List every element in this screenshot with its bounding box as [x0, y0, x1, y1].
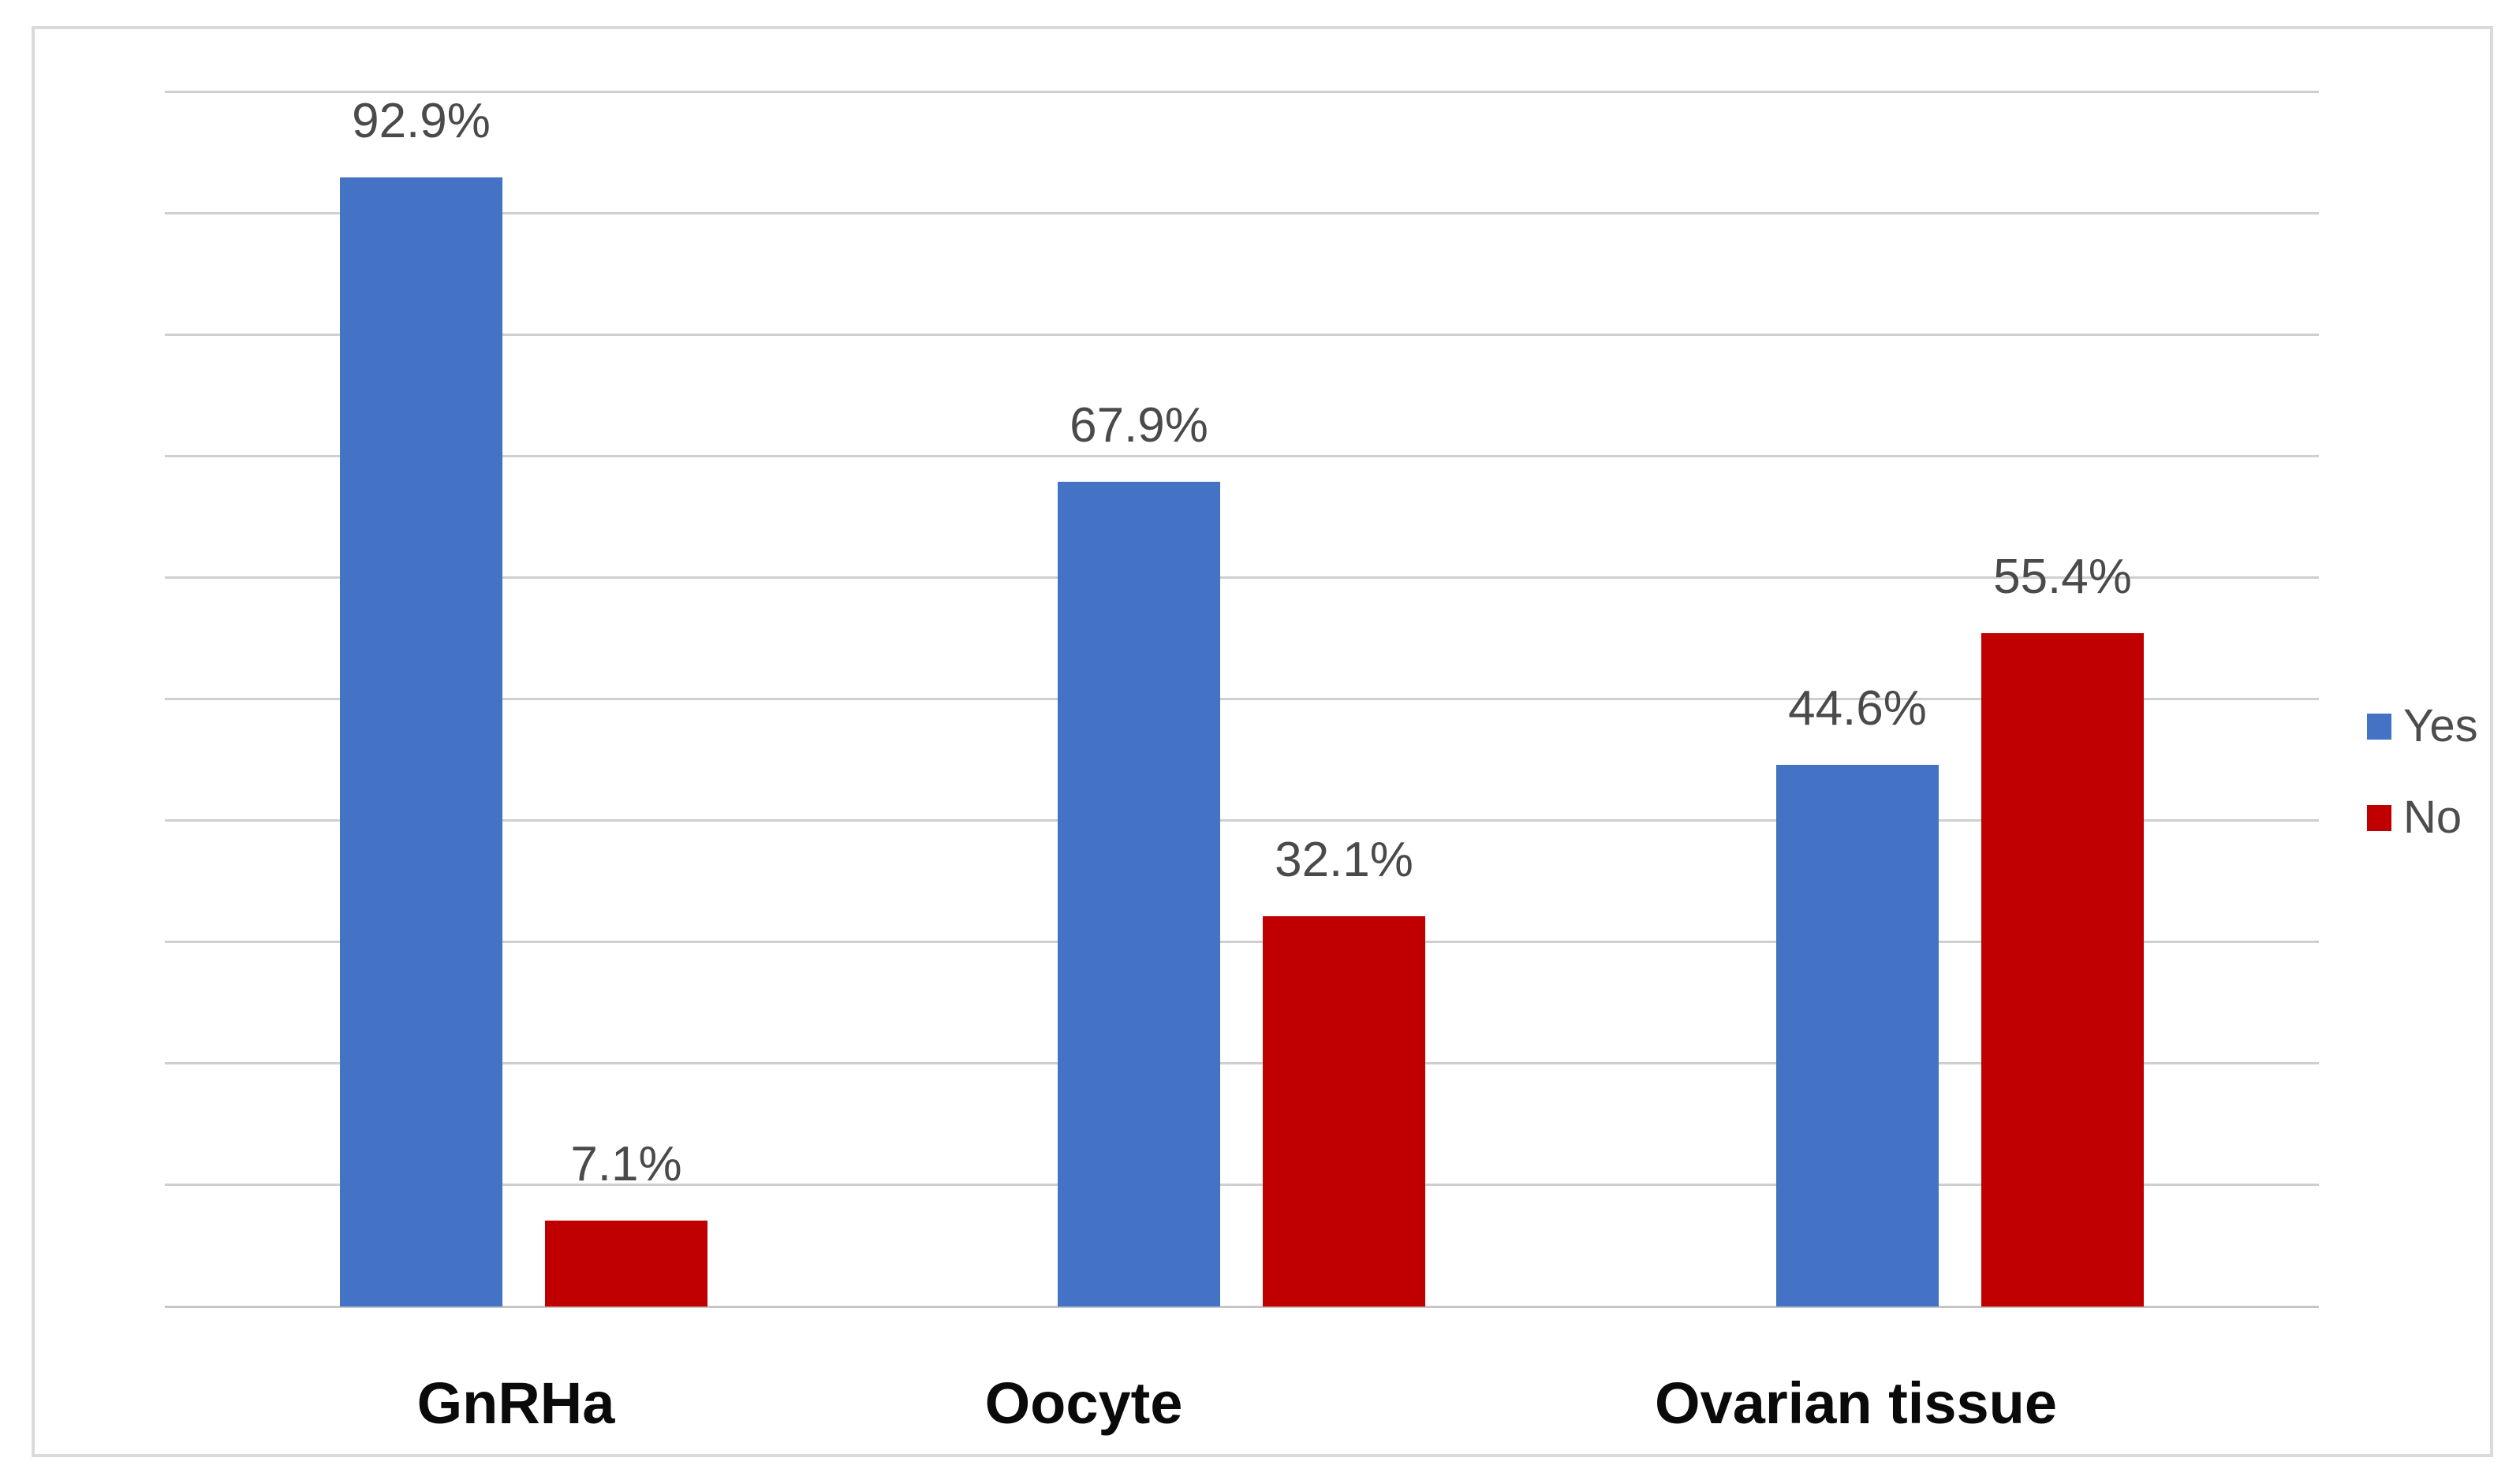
data-label-no-oocyte: 32.1%	[1275, 833, 1413, 888]
data-label-yes-oocyte: 67.9%	[1070, 397, 1208, 453]
gridline	[165, 1062, 2319, 1065]
category-label-ovarian-tissue: Ovarian tissue	[1654, 1370, 2057, 1436]
gridline	[165, 941, 2319, 944]
gridline	[165, 333, 2319, 336]
bar-no-gnrha	[545, 1220, 707, 1307]
bar-no-ovarian-tissue	[1981, 633, 2144, 1307]
x-axis-line	[165, 1305, 2319, 1308]
legend-swatch-no-icon	[2367, 804, 2391, 831]
data-label-yes-ovarian-tissue: 44.6%	[1788, 680, 1927, 736]
plot-area: 92.9% 67.9% 44.6% 7.1% 32.1% 55.4% GnRHa Oocyte…	[3, 3, 2520, 1480]
gridline	[165, 454, 2319, 457]
gridline	[165, 698, 2319, 700]
gridline	[165, 819, 2319, 822]
data-label-no-gnrha: 7.1%	[570, 1136, 682, 1191]
legend-entry-no: No	[2367, 792, 2462, 843]
gridline	[165, 211, 2319, 214]
data-label-no-ovarian-tissue: 55.4%	[1993, 550, 2132, 605]
bar-yes-gnrha	[340, 177, 502, 1307]
bar-yes-oocyte	[1058, 481, 1220, 1307]
bar-yes-ovarian-tissue	[1776, 764, 1939, 1307]
bar-no-oocyte	[1263, 916, 1425, 1307]
gridline	[165, 90, 2319, 93]
legend-entry-yes: Yes	[2367, 700, 2478, 751]
category-label-gnrha: GnRHa	[416, 1370, 615, 1436]
gridline	[165, 576, 2319, 579]
legend-label-yes: Yes	[2403, 700, 2478, 751]
data-label-yes-gnrha: 92.9%	[352, 94, 491, 149]
legend-swatch-yes-icon	[2367, 713, 2391, 740]
gridline	[165, 1184, 2319, 1187]
category-label-oocyte: Oocyte	[984, 1370, 1183, 1436]
figure-border: 92.9% 67.9% 44.6% 7.1% 32.1% 55.4% GnRHa Oocyte…	[32, 26, 2493, 1457]
legend-label-no: No	[2403, 792, 2462, 843]
